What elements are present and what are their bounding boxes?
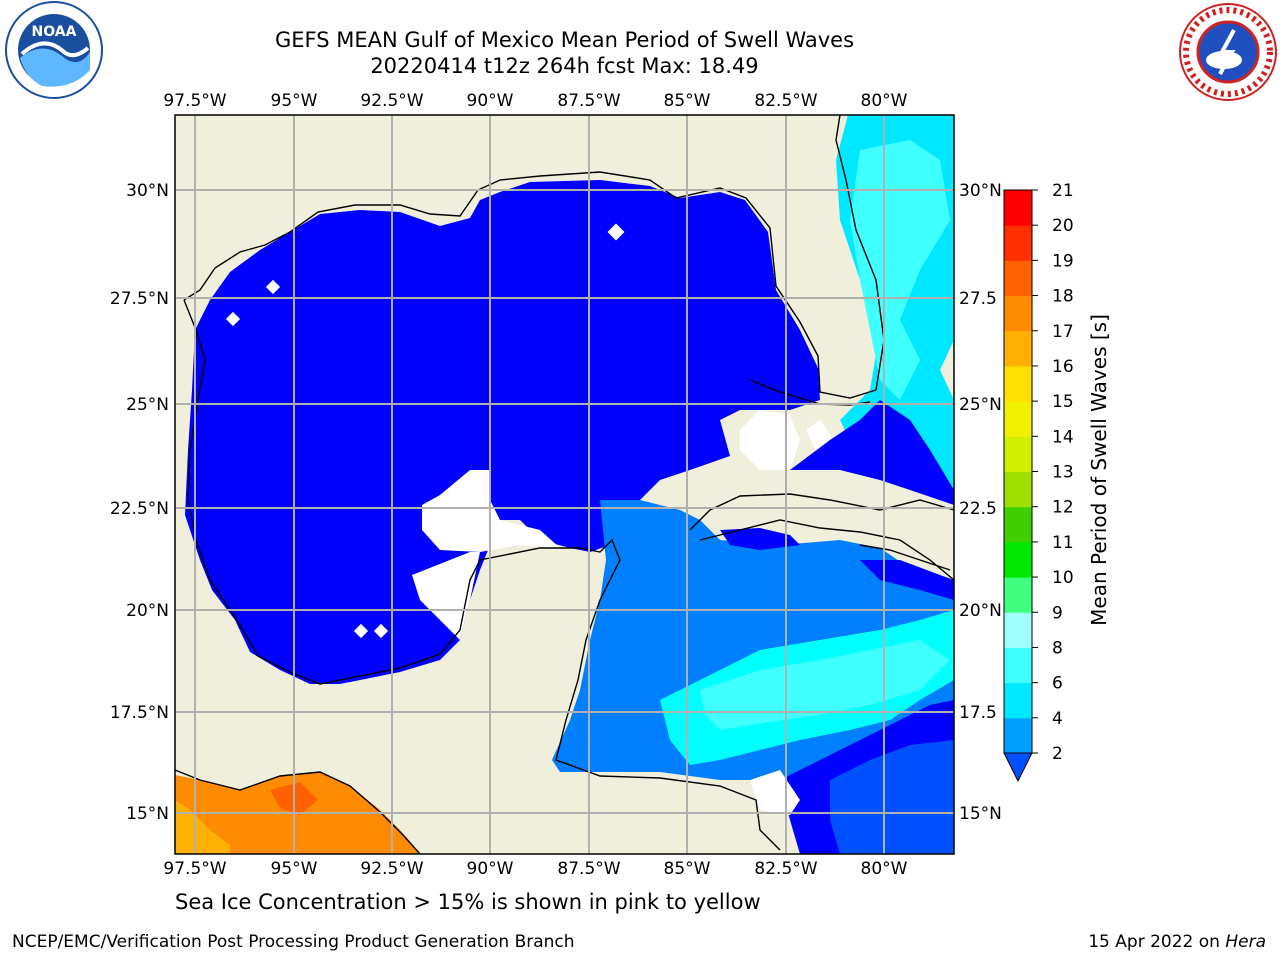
lat-tick-left: 22.5°N (110, 499, 169, 519)
lat-tick-left: 20°N (126, 601, 169, 621)
lon-tick-bottom: 82.5°W (754, 859, 817, 879)
colorbar-label: Mean Period of Swell Waves [s] (1087, 314, 1111, 626)
lon-tick-bottom: 80°W (861, 859, 908, 879)
lon-tick-top: 97.5°W (163, 91, 226, 111)
colorbar-tick-label: 10 (1052, 568, 1074, 588)
lat-tick-left: 17.5°N (110, 703, 169, 723)
colorbar-tick-label: 13 (1052, 463, 1074, 483)
colorbar-tick-label: 2 (1052, 744, 1063, 764)
colorbar-segment (1004, 436, 1032, 472)
lon-tick-top: 90°W (467, 91, 514, 111)
chart-subtitle: 20220414 t12z 264h fcst Max: 18.49 (370, 54, 759, 78)
lon-tick-top: 85°W (664, 91, 711, 111)
lat-tick-right: 22.5 (959, 499, 997, 519)
colorbar-segment (1004, 612, 1032, 648)
lon-tick-bottom: 92.5°W (360, 859, 423, 879)
colorbar-tick-label: 21 (1052, 181, 1074, 201)
colorbar-segment (1004, 506, 1032, 543)
colorbar-segment (1004, 190, 1032, 226)
colorbar-segment (1004, 260, 1032, 297)
colorbar-segment (1004, 541, 1032, 578)
colorbar-segment (1004, 401, 1032, 437)
lon-tick-top: 80°W (861, 91, 908, 111)
lon-tick-bottom: 97.5°W (163, 859, 226, 879)
gulf-of-mexico-region (185, 180, 820, 684)
colorbar-tick-label: 15 (1052, 392, 1074, 412)
lon-tick-bottom: 95°W (271, 859, 318, 879)
lat-tick-right: 17.5 (959, 703, 997, 723)
lat-tick-left: 15°N (126, 804, 169, 824)
lat-tick-right: 20°N (959, 601, 1002, 621)
lon-tick-bottom: 90°W (467, 859, 514, 879)
colorbar-segment (1004, 577, 1032, 613)
colorbar-tick-label: 12 (1052, 498, 1074, 518)
lat-tick-right: 27.5 (959, 289, 997, 309)
footer-credit: NCEP/EMC/Verification Post Processing Pr… (12, 932, 575, 952)
colorbar-segment (1004, 295, 1032, 332)
lat-tick-right: 25°N (959, 395, 1002, 415)
colorbar-tick-label: 4 (1052, 709, 1063, 729)
noaa-logo: NOAA (5, 1, 103, 99)
colorbar-tick-label: 17 (1052, 322, 1074, 342)
footer-host: Hera (1225, 932, 1266, 952)
colorbar-extend-arrow (1003, 752, 1033, 783)
chart-title: GEFS MEAN Gulf of Mexico Mean Period of … (274, 28, 855, 52)
colorbar-tick-label: 8 (1052, 638, 1063, 658)
colorbar-tick-label: 11 (1052, 533, 1074, 553)
colorbar-tick-label: 20 (1052, 216, 1074, 236)
graticule (175, 115, 954, 854)
lat-tick-left: 25°N (126, 395, 169, 415)
colorbar: 2 4 6 8 9 10 11 12 13 14 15 16 17 18 19 20 21 (1003, 181, 1074, 783)
colorbar-tick-label: 18 (1052, 287, 1074, 307)
colorbar-segment (1004, 647, 1032, 684)
lat-tick-right: 15°N (959, 804, 1002, 824)
sea-ice-note: Sea Ice Concentration > 15% is shown in … (175, 890, 761, 914)
lon-tick-bottom: 85°W (664, 859, 711, 879)
colorbar-segment (1004, 471, 1032, 508)
colorbar-segment (1004, 225, 1032, 261)
colorbar-segment (1004, 682, 1032, 719)
colorbar-tick-label: 6 (1052, 674, 1063, 694)
lat-tick-left: 30°N (126, 181, 169, 201)
footer-date: 15 Apr 2022 on Hera (1088, 932, 1266, 952)
svg-text:NOAA: NOAA (32, 24, 77, 40)
colorbar-segment (1004, 365, 1032, 402)
nws-logo (1179, 3, 1277, 101)
lon-tick-top: 95°W (271, 91, 318, 111)
lat-tick-right: 30°N (959, 181, 1002, 201)
footer-date-text: 15 Apr 2022 on (1088, 932, 1226, 952)
lon-tick-top: 92.5°W (360, 91, 423, 111)
colorbar-tick-label: 9 (1052, 603, 1063, 623)
lat-tick-left: 27.5°N (110, 289, 169, 309)
colorbar-tick-label: 19 (1052, 251, 1074, 271)
colorbar-tick-label: 16 (1052, 357, 1074, 377)
map-frame (174, 114, 955, 855)
lon-tick-bottom: 87.5°W (557, 859, 620, 879)
lon-tick-top: 87.5°W (557, 91, 620, 111)
colorbar-tick-label: 14 (1052, 427, 1074, 447)
colorbar-segment (1004, 330, 1032, 367)
colorbar-segment (1004, 717, 1032, 754)
lon-tick-top: 82.5°W (754, 91, 817, 111)
